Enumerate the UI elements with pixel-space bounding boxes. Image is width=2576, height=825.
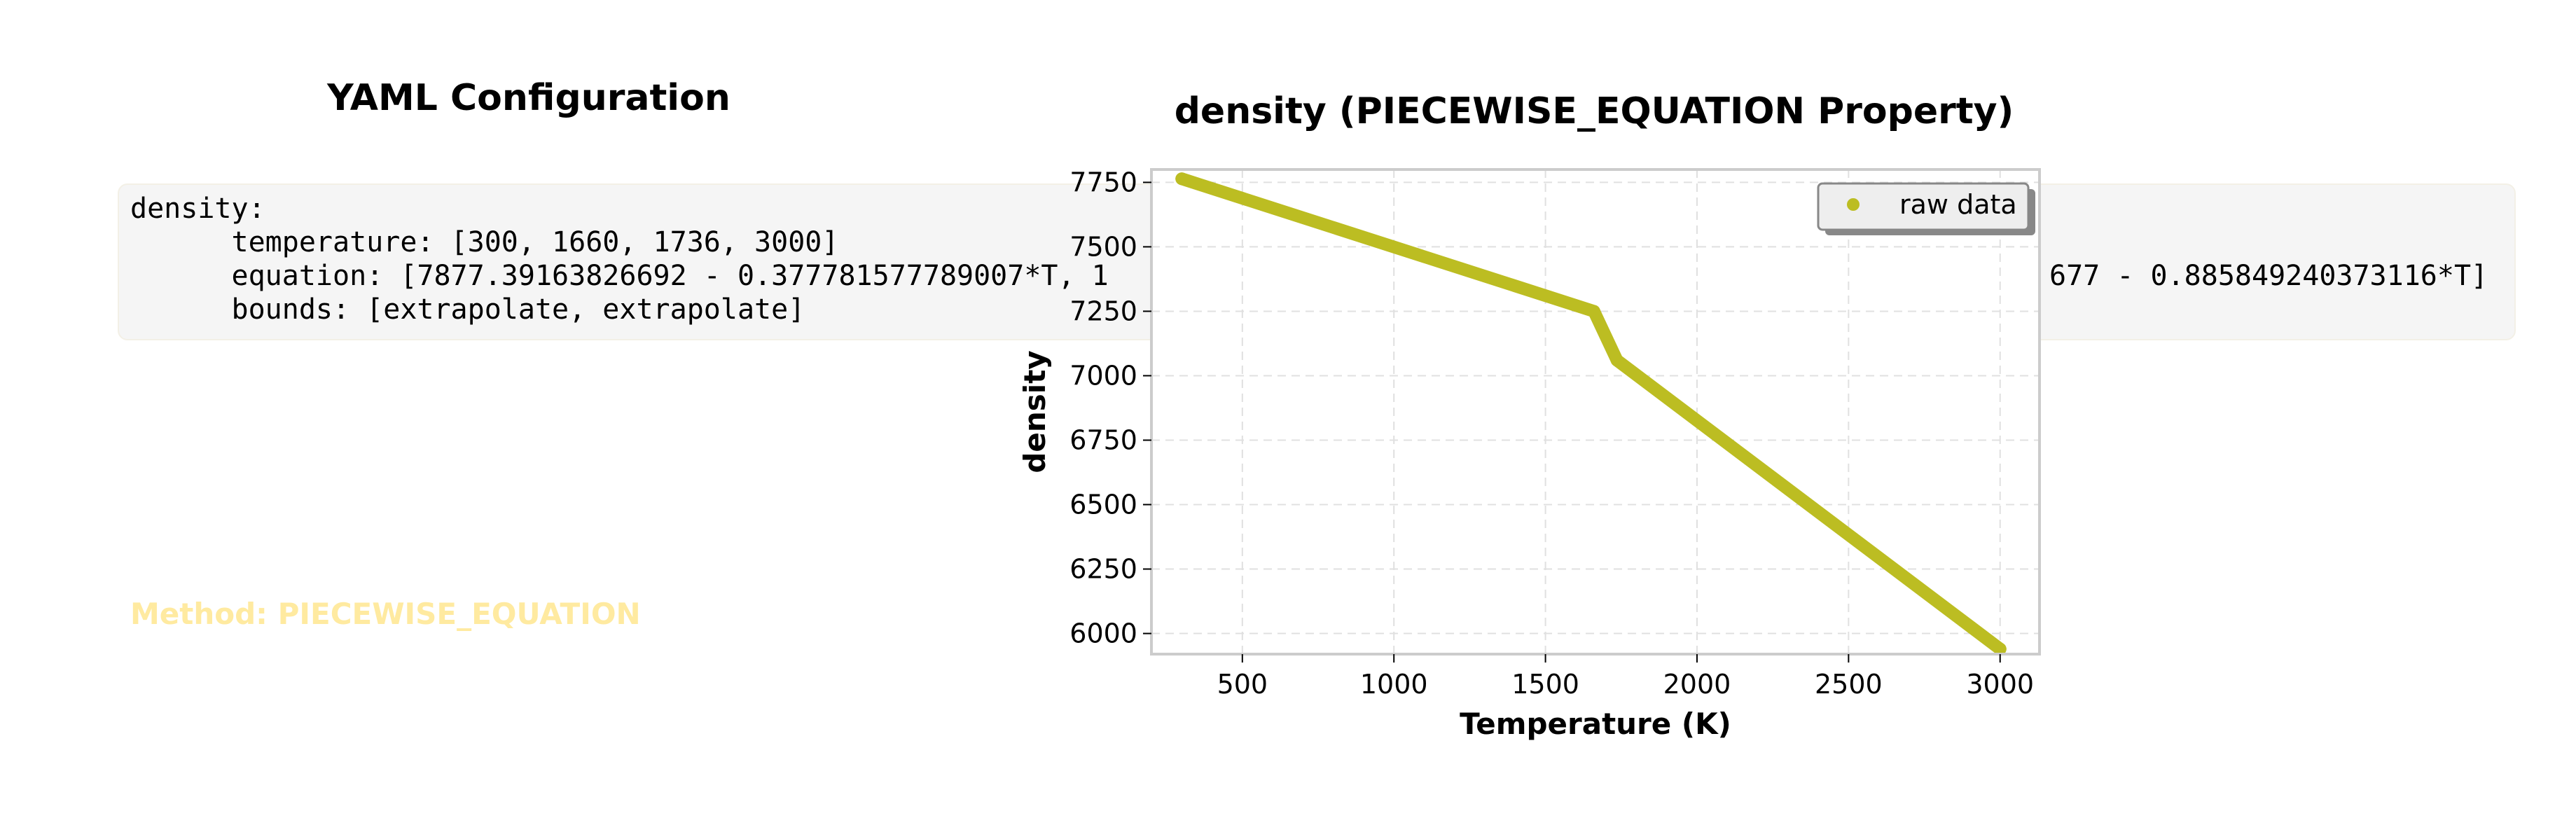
data-point — [1175, 172, 1189, 186]
method-label: Method: PIECEWISE_EQUATION — [130, 597, 641, 631]
x-tick-label: 2000 — [1663, 669, 1731, 700]
data-point — [1993, 642, 2007, 656]
yaml-line-2: temperature: [300, 1660, 1736, 3000] — [130, 226, 839, 258]
data-point — [1587, 305, 1600, 318]
chart-title: density (PIECEWISE_EQUATION Property) — [1175, 90, 2014, 132]
x-tick-label: 3000 — [1966, 669, 2034, 700]
series-layer — [1175, 172, 2007, 656]
x-axis-label: Temperature (K) — [1460, 707, 1731, 741]
data-point — [1610, 354, 1623, 367]
series-line — [1175, 172, 2007, 656]
y-tick-label: 7750 — [1069, 167, 1137, 197]
yaml-line-4: bounds: [extrapolate, extrapolate] — [130, 293, 805, 326]
y-tick-label: 6000 — [1069, 618, 1137, 649]
yaml-panel-title: YAML Configuration — [327, 77, 730, 119]
x-tick-label: 1500 — [1511, 669, 1579, 700]
y-tick-label: 6500 — [1069, 490, 1137, 520]
legend-label: raw data — [1899, 189, 2017, 220]
yaml-line-3: equation: [7877.39163826692 - 0.37778157… — [130, 260, 1109, 292]
y-tick-label: 6250 — [1069, 554, 1137, 585]
x-tick-label: 2500 — [1815, 669, 1883, 700]
axes-frame — [1150, 168, 2041, 656]
y-axis-label: density — [1018, 350, 1052, 473]
legend: raw data — [1817, 182, 2035, 235]
y-tick-label: 7500 — [1069, 231, 1137, 262]
legend-box — [1817, 182, 2030, 231]
y-tick-label: 6750 — [1069, 424, 1137, 455]
yaml-line-3-continued: 677 - 0.885849240373116*T] — [2049, 260, 2488, 292]
y-tick-label: 7250 — [1069, 296, 1137, 326]
yaml-line-1: density: — [130, 193, 265, 225]
x-tick-label: 1000 — [1360, 669, 1428, 700]
y-tick-label: 7000 — [1069, 360, 1137, 391]
x-tick-label: 500 — [1217, 669, 1268, 700]
legend-marker — [1847, 198, 1860, 211]
ticks: 500 1000 1500 2000 2500 3000 6000 6250 6500 6750 7… — [1069, 167, 2034, 700]
grid — [1151, 169, 2040, 654]
